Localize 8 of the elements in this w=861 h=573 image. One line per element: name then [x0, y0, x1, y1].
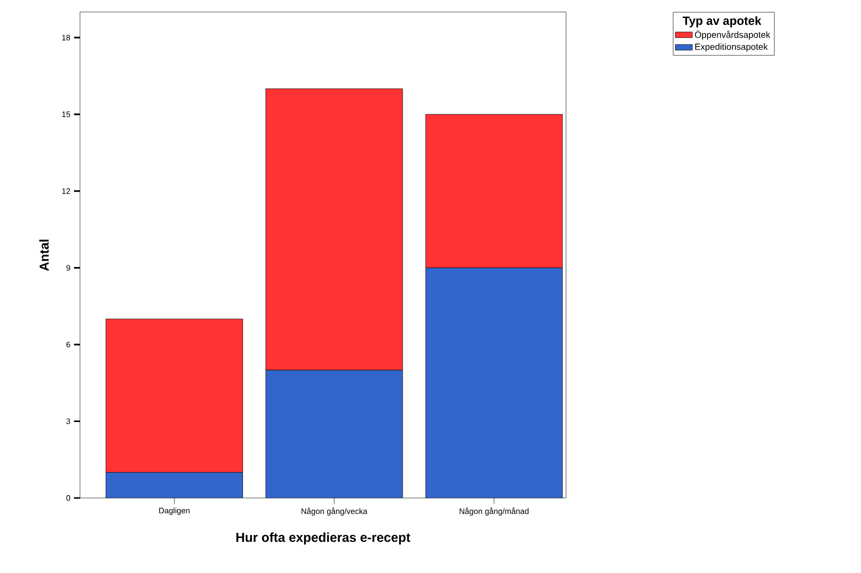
- bar: [266, 370, 403, 498]
- x-axis-title: Hur ofta expedieras e-recept: [236, 532, 410, 545]
- legend-label: Expeditionsapotek: [695, 43, 768, 52]
- bar: [425, 268, 563, 498]
- legend-label: Öppenvårdsapotek: [694, 30, 770, 40]
- bar: [106, 472, 243, 498]
- legend-title: Typ av apotek: [682, 16, 762, 28]
- y-axis-title: Antal: [39, 240, 49, 271]
